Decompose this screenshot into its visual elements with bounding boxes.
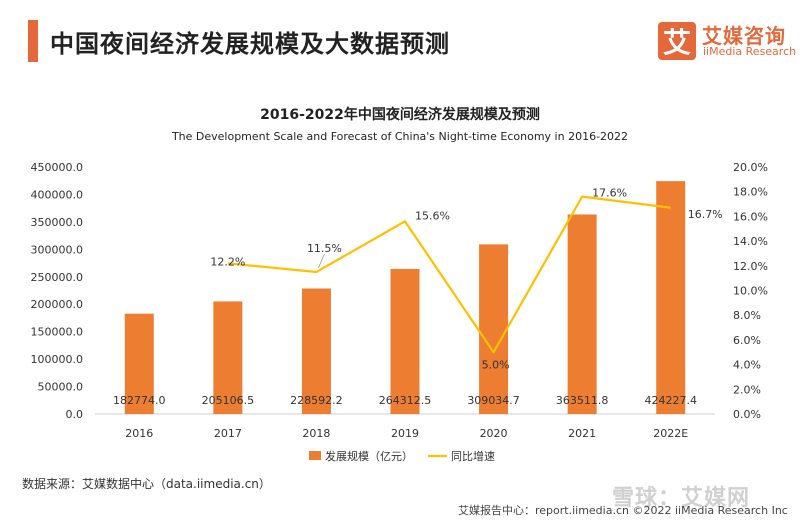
logo-english-name: iiMedia Research — [703, 45, 797, 58]
data-source-note: 数据来源：艾媒数据中心（data.iimedia.cn） — [22, 477, 271, 491]
y-right-tick-label: 16.0% — [733, 210, 768, 223]
growth-rate-label: 12.2% — [210, 255, 245, 268]
y-left-tick-label: 200000.0 — [31, 298, 84, 311]
growth-rate-label: 5.0% — [482, 358, 510, 371]
legend-bar-label: 发展规模（亿元） — [325, 449, 413, 463]
page-title: 中国夜间经济发展规模及大数据预测 — [50, 30, 450, 58]
chart-title: 2016-2022年中国夜间经济发展规模及预测 — [260, 107, 540, 123]
chart-subtitle: The Development Scale and Forecast of Ch… — [171, 130, 629, 143]
x-tick-label: 2021 — [568, 427, 596, 440]
y-right-tick-label: 0.0% — [733, 408, 761, 421]
x-tick-label: 2020 — [480, 427, 508, 440]
bar-value-label: 182774.0 — [113, 394, 166, 407]
y-left-tick-label: 400000.0 — [31, 188, 84, 201]
bar-value-label: 228592.2 — [290, 394, 343, 407]
bar-2019 — [390, 268, 420, 414]
title-accent-bar — [28, 20, 38, 62]
report-center-footer: 艾媒报告中心：report.iimedia.cn ©2022 iiMedia R… — [458, 504, 788, 517]
y-right-tick-label: 14.0% — [733, 235, 768, 248]
y-left-tick-label: 350000.0 — [31, 216, 84, 229]
y-left-tick-label: 50000.0 — [38, 381, 84, 394]
y-left-tick-label: 150000.0 — [31, 326, 84, 339]
y-right-tick-label: 6.0% — [733, 334, 761, 347]
y-right-tick-label: 4.0% — [733, 359, 761, 372]
x-tick-label: 2022E — [653, 427, 688, 440]
y-right-tick-label: 20.0% — [733, 161, 768, 174]
x-tick-label: 2016 — [125, 427, 153, 440]
legend-bar-swatch — [309, 451, 321, 460]
bar-value-label: 264312.5 — [379, 394, 432, 407]
label-leader-line — [318, 253, 325, 269]
bar-2018 — [301, 288, 331, 414]
bar-value-label: 309034.7 — [467, 394, 520, 407]
bar-2021 — [567, 214, 597, 414]
bar-2020 — [479, 244, 509, 414]
y-left-tick-label: 450000.0 — [31, 161, 84, 174]
growth-rate-label: 11.5% — [307, 242, 342, 255]
x-tick-label: 2017 — [214, 427, 242, 440]
growth-rate-label: 15.6% — [415, 209, 450, 222]
legend-line-label: 同比增速 — [451, 449, 495, 463]
y-left-tick-label: 0.0 — [66, 408, 84, 421]
y-right-tick-label: 10.0% — [733, 285, 768, 298]
bar-value-label: 363511.8 — [556, 394, 609, 407]
x-tick-label: 2019 — [391, 427, 419, 440]
growth-rate-line — [227, 195, 671, 354]
y-left-tick-label: 250000.0 — [31, 271, 84, 284]
bar-2016 — [124, 313, 154, 414]
y-left-tick-label: 300000.0 — [31, 243, 84, 256]
bar-value-label: 424227.4 — [644, 394, 697, 407]
y-right-tick-label: 8.0% — [733, 309, 761, 322]
y-right-tick-label: 12.0% — [733, 260, 768, 273]
iimedia-logo-icon: 艾 — [658, 22, 696, 60]
y-left-tick-label: 100000.0 — [31, 353, 84, 366]
logo-glyph: 艾 — [662, 26, 691, 59]
watermark: 雪球：艾媒网 — [612, 486, 751, 511]
bar-value-label: 205106.5 — [202, 394, 255, 407]
logo-chinese-name: 艾媒咨询 — [702, 24, 786, 48]
y-right-tick-label: 2.0% — [733, 383, 761, 396]
growth-rate-label: 16.7% — [688, 208, 723, 221]
bar-2022E — [656, 181, 686, 414]
y-right-tick-label: 18.0% — [733, 186, 768, 199]
x-tick-label: 2018 — [302, 427, 330, 440]
bar-2017 — [213, 301, 243, 414]
growth-rate-label: 17.6% — [592, 187, 627, 200]
